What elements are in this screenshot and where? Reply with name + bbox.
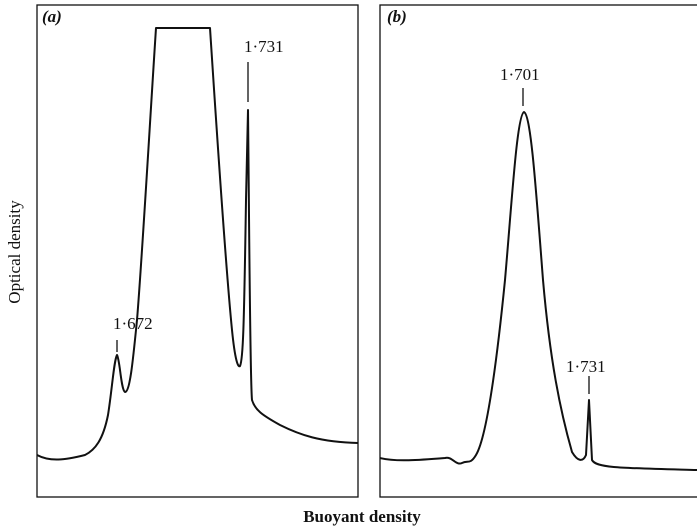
y-axis-label: Optical density — [5, 200, 24, 304]
panel-label: (b) — [387, 7, 407, 26]
peak-label: 1·731 — [244, 37, 284, 56]
peak-label: 1·672 — [113, 314, 153, 333]
panel-label: (a) — [42, 7, 62, 26]
panel-frame — [36, 4, 359, 498]
peak-label: 1·701 — [500, 65, 540, 84]
density-curve — [36, 27, 359, 461]
x-axis-label: Buoyant density — [303, 507, 421, 526]
density-curve — [379, 111, 697, 471]
panel-frame — [379, 4, 697, 498]
peak-label: 1·731 — [566, 357, 606, 376]
